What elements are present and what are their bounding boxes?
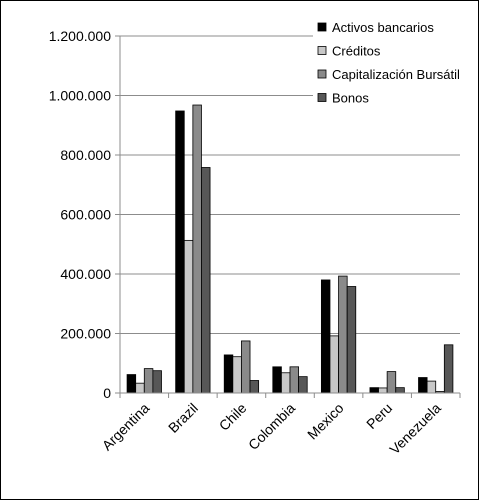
bar-bonos-colombia bbox=[298, 376, 308, 394]
axes bbox=[115, 35, 461, 398]
legend-box bbox=[313, 14, 476, 114]
bar-creditos-brazil bbox=[183, 239, 194, 394]
legend-label-capitalizacion-bursatil: Capitalización Bursátil bbox=[332, 67, 460, 82]
bar-bonos-chile bbox=[249, 380, 260, 394]
bar-bonos-mexico bbox=[346, 286, 357, 394]
bar-capitalizacion-bursatil-colombia bbox=[289, 366, 300, 394]
legend-swatch-capitalizacion-bursatil bbox=[317, 69, 327, 79]
x-category-label: Argentina bbox=[99, 400, 153, 454]
bar-bonos-venezuela bbox=[443, 344, 454, 394]
x-category-label: Chile bbox=[216, 400, 250, 434]
y-tick-label: 200.000 bbox=[60, 326, 111, 342]
y-tick-label: 0 bbox=[103, 385, 111, 401]
x-category-label: Mexico bbox=[304, 400, 347, 443]
bar-creditos-venezuela bbox=[426, 380, 437, 394]
bar-bonos-peru bbox=[395, 387, 405, 394]
legend-swatch-bonos bbox=[317, 93, 327, 102]
bar-creditos-peru bbox=[378, 387, 388, 394]
x-category-label: Venezuela bbox=[386, 400, 444, 458]
y-tick-label: 800.000 bbox=[60, 147, 111, 163]
bar-activos-bancarios-colombia bbox=[272, 366, 282, 394]
bar-activos-bancarios-peru bbox=[369, 387, 379, 394]
legend: Activos bancarios Créditos Capitalización … bbox=[313, 14, 476, 114]
bar-capitalizacion-bursatil-peru bbox=[386, 371, 397, 394]
bar-activos-bancarios-brazil bbox=[175, 110, 185, 394]
bar-bonos-brazil bbox=[201, 167, 211, 394]
bar-creditos-mexico bbox=[329, 335, 339, 394]
bar-creditos-chile bbox=[232, 356, 242, 394]
legend-label-creditos: Créditos bbox=[332, 44, 381, 59]
y-tick-label: 400.000 bbox=[60, 266, 111, 282]
legend-swatch-activos-bancarios bbox=[317, 22, 327, 32]
legend-label-activos-bancarios: Activos bancarios bbox=[332, 20, 434, 35]
bar-capitalizacion-bursatil-chile bbox=[241, 340, 251, 394]
bar-creditos-colombia bbox=[280, 372, 291, 394]
x-category-label: Peru bbox=[363, 400, 395, 432]
y-tick-labels: 0 200.000 400.000 600.000 800.000 1.000.000 1.… bbox=[49, 28, 112, 401]
bar-creditos-argentina bbox=[135, 382, 145, 394]
y-tick-label: 1.000.000 bbox=[49, 88, 111, 104]
bars bbox=[126, 104, 454, 394]
y-tick-label: 600.000 bbox=[60, 207, 111, 223]
bar-bonos-argentina bbox=[152, 370, 162, 394]
legend-label-bonos: Bonos bbox=[332, 91, 369, 106]
x-category-label: Colombia bbox=[245, 400, 298, 453]
bar-capitalizacion-bursatil-brazil bbox=[192, 104, 202, 394]
bar-activos-bancarios-argentina bbox=[126, 374, 137, 394]
x-category-label: Brazil bbox=[165, 400, 201, 436]
bar-activos-bancarios-chile bbox=[223, 354, 234, 394]
bar-activos-bancarios-venezuela bbox=[418, 377, 428, 394]
bar-capitalizacion-bursatil-argentina bbox=[143, 368, 154, 394]
legend-swatch-creditos bbox=[317, 46, 327, 55]
y-tick-label: 1.200.000 bbox=[49, 28, 111, 44]
bar-activos-bancarios-mexico bbox=[320, 279, 331, 394]
bar-capitalizacion-bursatil-mexico bbox=[338, 275, 348, 394]
